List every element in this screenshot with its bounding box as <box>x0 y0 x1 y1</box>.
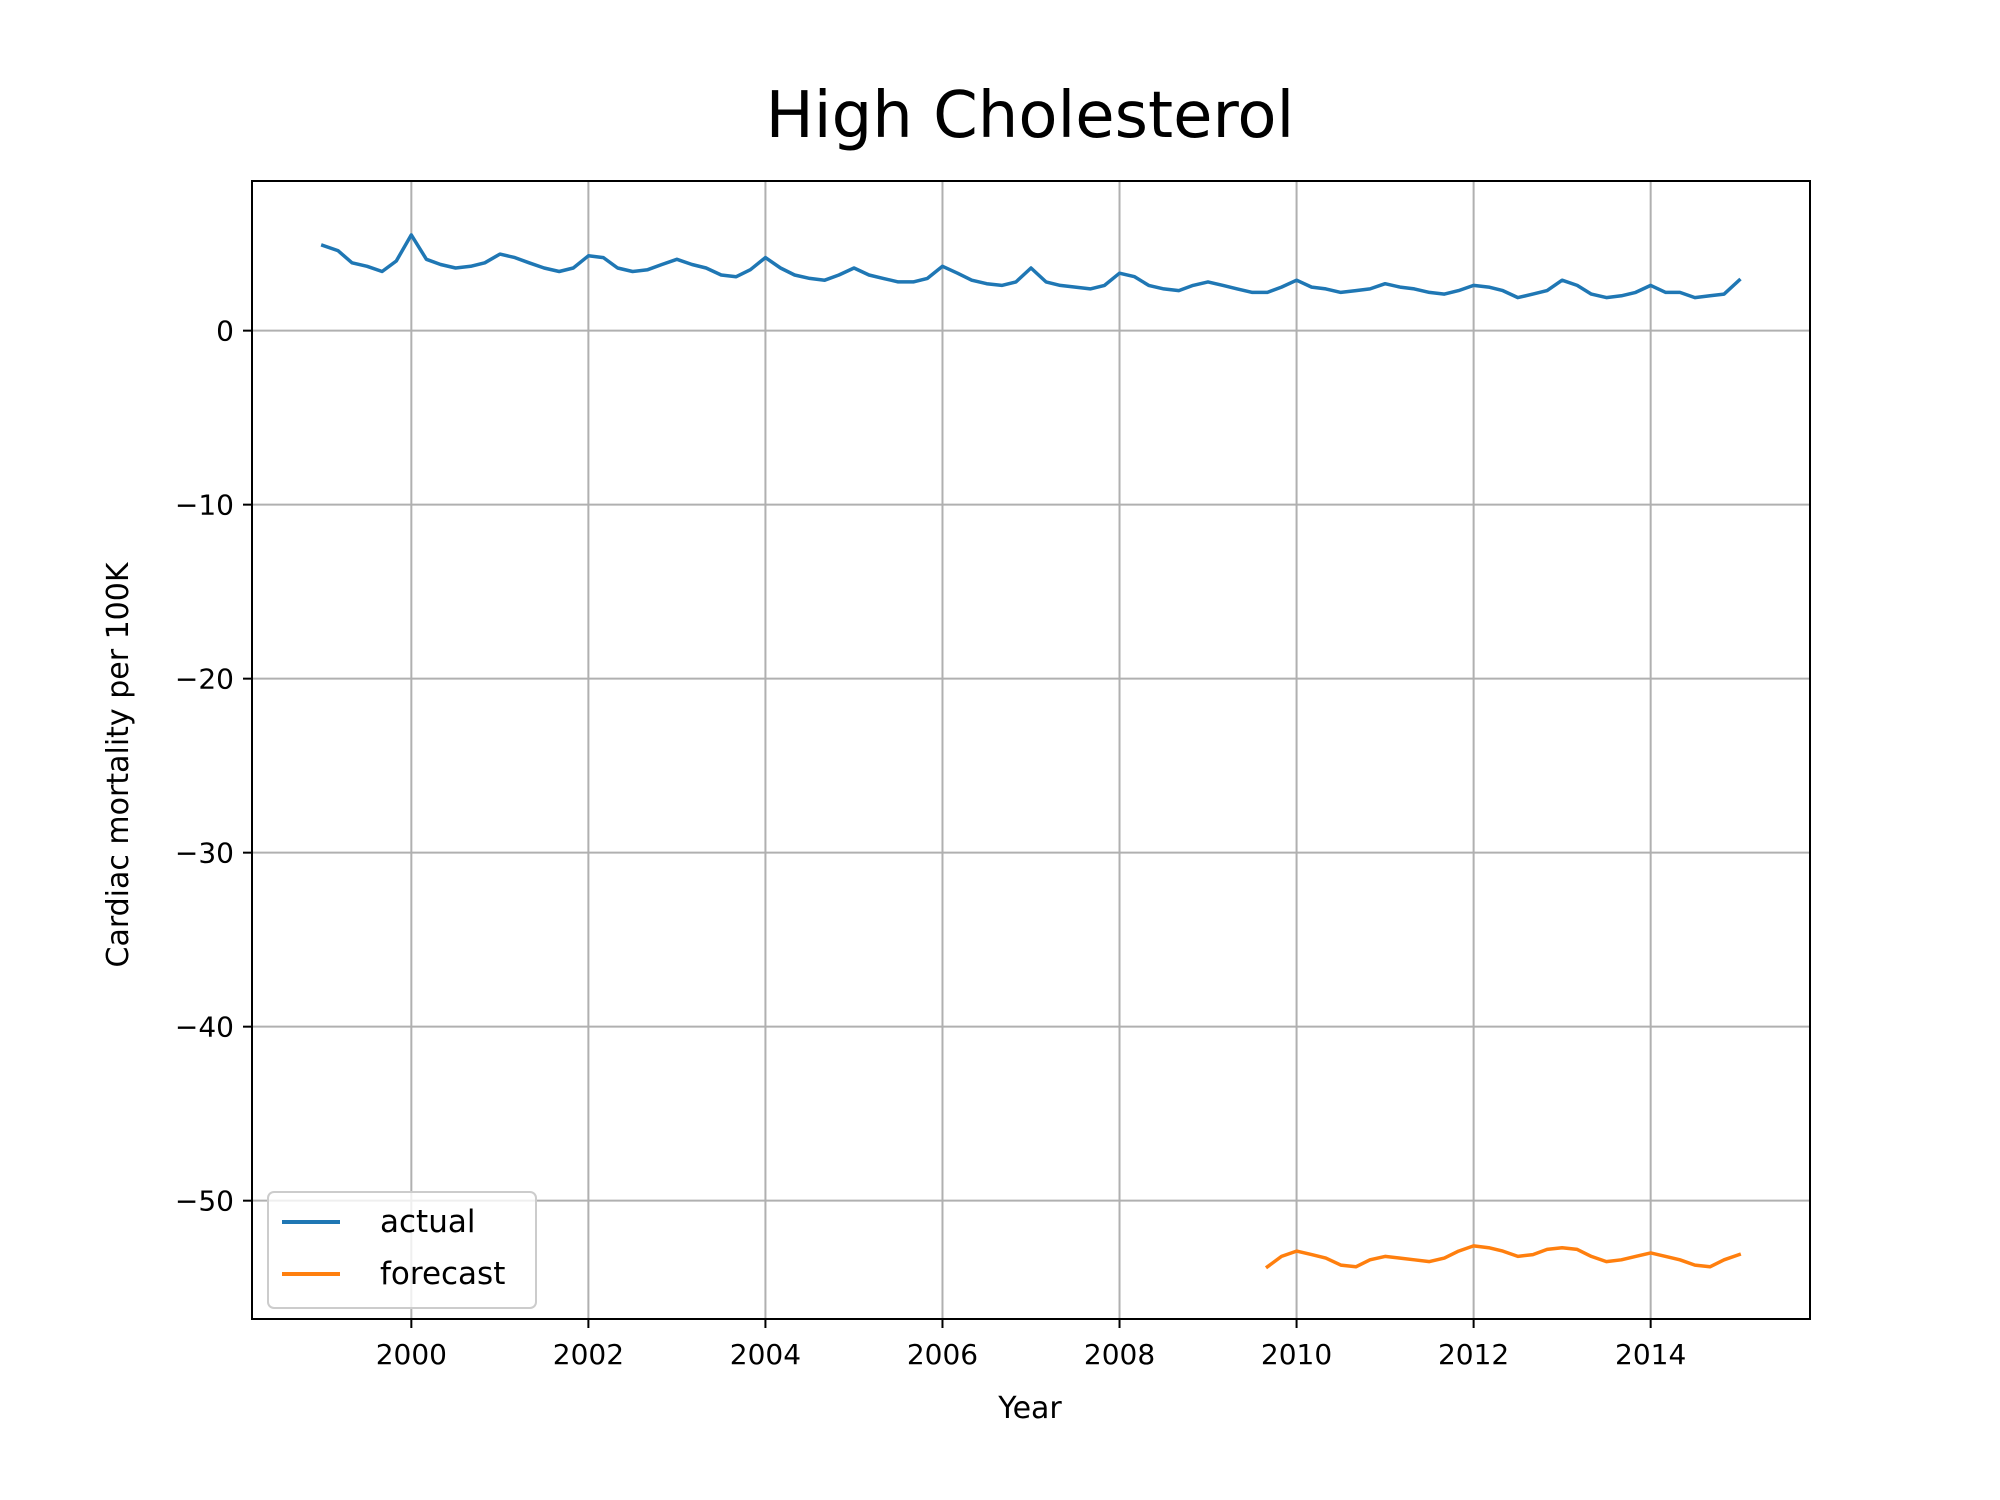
x-axis: 2000 2002 2004 2006 2008 2010 2012 2014 <box>376 1319 1686 1371</box>
x-tick-label: 2008 <box>1084 1338 1155 1371</box>
x-tick-label: 2000 <box>376 1338 447 1371</box>
y-tick-label: −20 <box>175 663 234 696</box>
y-tick-label: −40 <box>175 1011 234 1044</box>
legend-label-actual: actual <box>380 1204 475 1240</box>
plot-background <box>252 181 1810 1319</box>
y-axis: −50 −40 −30 −20 −10 0 <box>175 315 252 1218</box>
y-tick-label: −30 <box>175 837 234 870</box>
x-tick-label: 2014 <box>1615 1338 1686 1371</box>
legend-label-forecast: forecast <box>380 1256 505 1292</box>
x-axis-label: Year <box>997 1391 1062 1426</box>
y-axis-label: Cardiac mortality per 100K <box>101 561 136 967</box>
axes-border <box>251 180 1811 1320</box>
x-tick-label: 2006 <box>907 1338 978 1371</box>
plot-frame <box>251 180 1811 1320</box>
x-tick-label: 2012 <box>1438 1338 1509 1371</box>
series-line-forecast <box>1264 1244 1742 1270</box>
series-line-actual <box>320 233 1742 300</box>
y-tick-label: −50 <box>175 1185 234 1218</box>
plot-area <box>252 181 1810 1319</box>
y-tick-label: −10 <box>175 489 234 522</box>
legend: actual forecast <box>267 1191 537 1309</box>
x-tick-label: 2002 <box>553 1338 624 1371</box>
y-tick-label: 0 <box>216 315 234 348</box>
x-tick-label: 2004 <box>730 1338 801 1371</box>
x-tick-label: 2010 <box>1261 1338 1332 1371</box>
series-layer <box>320 233 1742 1270</box>
chart-title: High Cholesterol <box>766 79 1295 153</box>
